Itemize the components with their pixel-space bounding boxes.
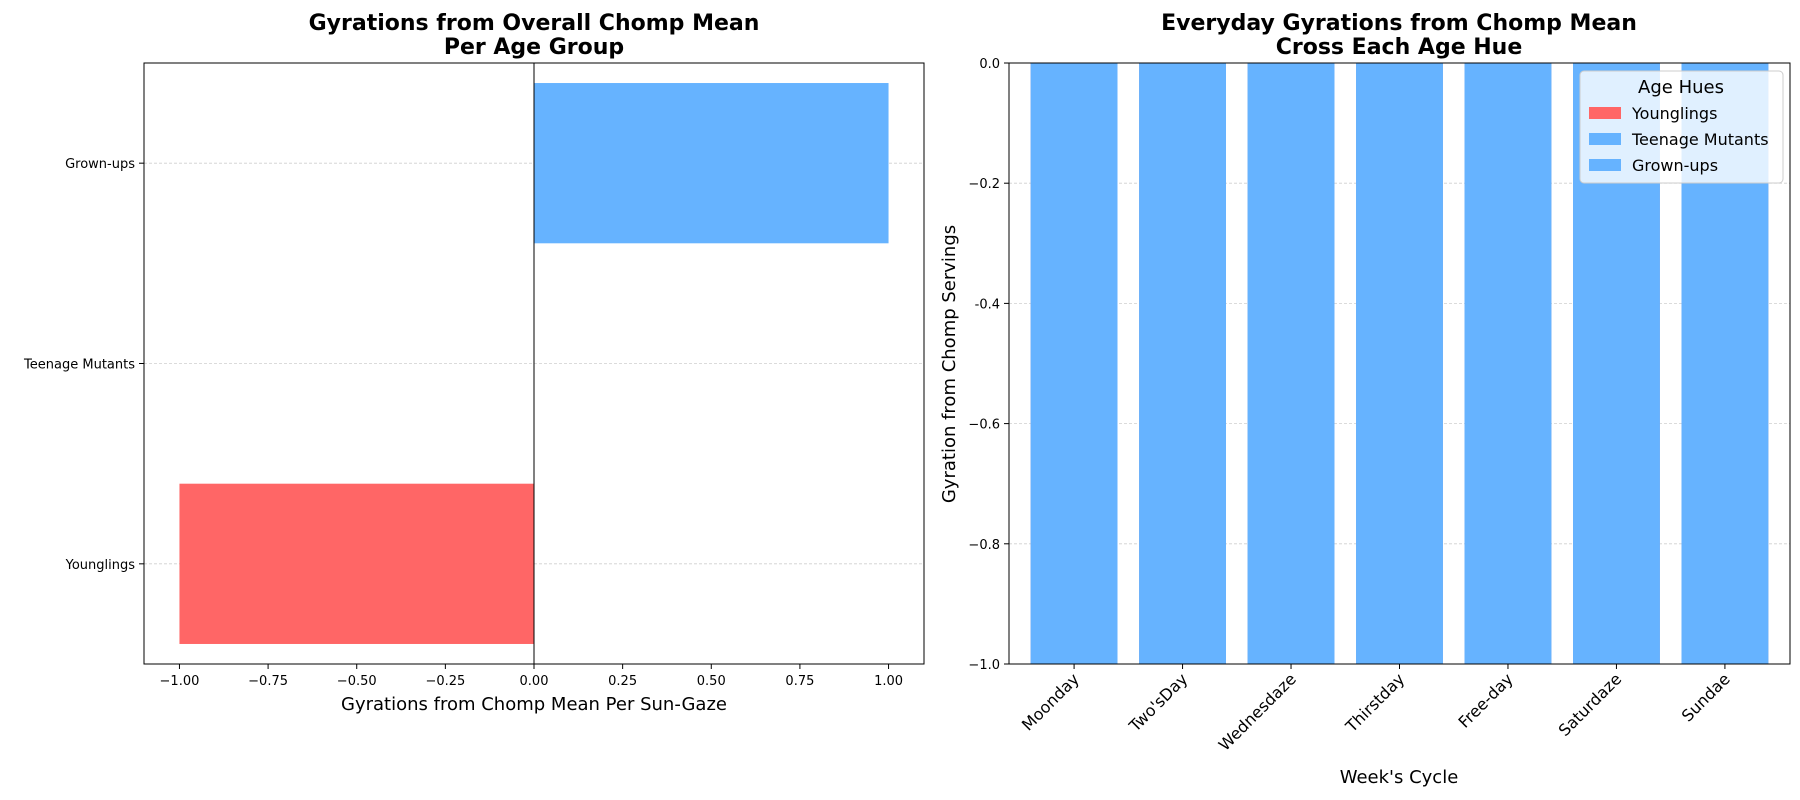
chart2-x-tick-label: Sundae	[1678, 669, 1734, 725]
chart2-y-ticks: 0.0 −0.2 -0.4 −0.6 −0.8 −1.0	[968, 57, 1009, 673]
chart2-bar-grown-ups-1	[1139, 63, 1226, 664]
chart2-bar-grown-ups-2	[1247, 63, 1335, 664]
chart2-x-tick-label: Saturdaze	[1555, 669, 1626, 740]
legend-swatch	[1589, 159, 1621, 171]
chart1-x-tick-label: 0.50	[697, 674, 726, 689]
chart1-x-tick-label: −0.25	[425, 674, 465, 689]
chart2-y-tick-label: −0.2	[968, 177, 1000, 192]
chart2-title-line2: Cross Each Age Hue	[1276, 35, 1523, 60]
chart1-y-tick-label: Younglings	[65, 558, 136, 573]
chart1-x-tick-label: −1.00	[160, 674, 200, 689]
chart1-bar-younglings	[179, 483, 535, 644]
chart2-bar-grown-ups-3	[1356, 63, 1443, 664]
legend-label: Teenage Mutants	[1631, 130, 1769, 149]
chart2-y-tick-label: −1.0	[968, 658, 1000, 673]
chart1-x-tick-label: 1.00	[874, 674, 903, 689]
chart2-bars	[1030, 63, 1769, 664]
legend-swatch	[1589, 107, 1621, 119]
chart2-bar-grown-ups-0	[1030, 63, 1118, 664]
chart1-x-ticks: −1.00 −0.75 −0.50 −0.25 0.00 0.25 0.50 0.75 1.00	[160, 664, 903, 689]
chart-daily-gyrations: Everyday Gyrations from Chomp Mean Cross…	[939, 11, 1791, 788]
chart2-legend: Age Hues Younglings Teenage Mutants Grown-…	[1579, 70, 1784, 184]
chart2-x-tick-label: Free-day	[1454, 669, 1516, 731]
chart1-bar-grown-ups	[534, 83, 889, 244]
chart1-title-line2: Per Age Group	[444, 35, 624, 60]
chart2-x-ticks: Moonday Two'sDay Wednesdaze Thirstday Free-d…	[1018, 664, 1734, 755]
chart1-y-tick-label: Teenage Mutants	[23, 358, 135, 373]
chart2-y-tick-label: −0.8	[968, 538, 1000, 553]
chart2-x-tick-label: Two'sDay	[1125, 669, 1192, 736]
chart1-x-tick-label: −0.75	[248, 674, 288, 689]
chart2-y-tick-label: -0.4	[975, 297, 1000, 312]
chart2-x-tick-label: Moonday	[1018, 669, 1083, 734]
chart2-y-tick-label: 0.0	[979, 57, 1000, 72]
chart2-title-line1: Everyday Gyrations from Chomp Mean	[1161, 11, 1637, 36]
legend-swatch	[1589, 133, 1621, 145]
legend-label: Grown-ups	[1632, 156, 1718, 175]
chart1-y-tick-label: Grown-ups	[65, 157, 135, 172]
chart2-x-tick-label: Wednesdaze	[1215, 669, 1300, 754]
chart1-title-line1: Gyrations from Overall Chomp Mean	[309, 11, 760, 36]
chart1-x-tick-label: 0.00	[520, 674, 549, 689]
chart1-x-tick-label: −0.50	[337, 674, 377, 689]
chart2-y-tick-label: −0.6	[968, 418, 1000, 433]
chart2-x-axis-label: Week's Cycle	[1340, 767, 1459, 788]
chart1-x-tick-label: 0.25	[608, 674, 637, 689]
chart-age-group-gyrations: Gyrations from Overall Chomp Mean Per Ag…	[23, 11, 925, 715]
chart1-x-tick-label: 0.75	[785, 674, 814, 689]
chart1-y-ticks: Younglings Teenage Mutants Grown-ups	[23, 157, 144, 573]
legend-frame	[1579, 70, 1784, 184]
chart1-x-axis-label: Gyrations from Chomp Mean Per Sun-Gaze	[341, 694, 727, 715]
chart2-y-axis-label: Gyration from Chomp Servings	[939, 225, 960, 503]
chart1-bars	[179, 83, 889, 644]
legend-title: Age Hues	[1638, 77, 1724, 98]
chart2-bar-grown-ups-4	[1464, 63, 1552, 664]
legend-items: Younglings Teenage Mutants Grown-ups	[1589, 104, 1769, 175]
legend-label: Younglings	[1631, 104, 1717, 123]
chart2-x-tick-label: Thirstday	[1341, 669, 1408, 736]
